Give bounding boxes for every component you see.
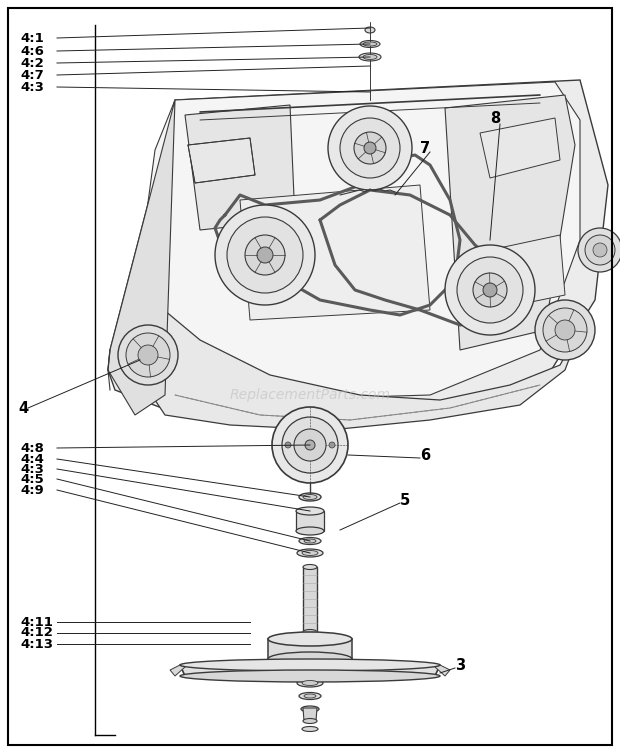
Polygon shape [185,105,295,230]
Circle shape [282,417,338,473]
Ellipse shape [363,54,377,59]
Circle shape [257,247,273,263]
Text: 4:3: 4:3 [20,81,44,93]
Circle shape [543,308,587,352]
Ellipse shape [299,493,321,501]
Text: 4:9: 4:9 [20,483,44,496]
Ellipse shape [303,630,317,635]
Circle shape [354,132,386,164]
Polygon shape [130,290,580,430]
Circle shape [457,257,523,323]
Text: 3: 3 [455,657,465,672]
Polygon shape [180,665,440,676]
Text: 4:13: 4:13 [20,638,53,651]
Text: 4:3: 4:3 [20,462,44,475]
Ellipse shape [299,693,321,700]
Circle shape [473,273,507,307]
Ellipse shape [365,27,375,33]
Circle shape [245,235,285,275]
Ellipse shape [359,53,381,61]
Ellipse shape [302,727,318,731]
Circle shape [285,442,291,448]
Ellipse shape [302,681,318,685]
Circle shape [483,283,497,297]
Circle shape [227,217,303,293]
Circle shape [555,320,575,340]
Ellipse shape [268,652,352,666]
Polygon shape [170,665,185,676]
Circle shape [294,429,326,461]
Text: 5: 5 [400,492,410,508]
Polygon shape [268,639,352,659]
Ellipse shape [301,706,319,712]
Text: 4:1: 4:1 [20,32,44,44]
Polygon shape [445,95,575,350]
Circle shape [126,333,170,377]
Circle shape [272,407,348,483]
Polygon shape [108,80,608,420]
Text: 4:4: 4:4 [20,453,44,465]
Circle shape [535,300,595,360]
Circle shape [215,205,315,305]
Polygon shape [303,708,317,721]
Circle shape [593,243,607,257]
Circle shape [364,142,376,154]
Circle shape [585,235,615,265]
Ellipse shape [303,565,317,569]
Polygon shape [240,185,430,320]
Circle shape [329,442,335,448]
Circle shape [340,118,400,178]
Ellipse shape [303,495,317,499]
Text: 8: 8 [490,111,500,126]
Ellipse shape [296,527,324,535]
Text: 4:8: 4:8 [20,441,44,455]
Ellipse shape [297,549,323,557]
Polygon shape [490,235,565,310]
Ellipse shape [360,41,380,47]
Text: 4: 4 [18,401,28,416]
Circle shape [578,228,620,272]
Ellipse shape [299,538,321,544]
Polygon shape [135,82,580,400]
Ellipse shape [180,659,440,671]
Polygon shape [435,665,450,676]
Circle shape [445,245,535,335]
Polygon shape [188,138,255,183]
Polygon shape [480,118,560,178]
Circle shape [138,345,158,365]
Ellipse shape [268,632,352,646]
Polygon shape [303,567,317,632]
Ellipse shape [304,694,316,698]
Circle shape [118,325,178,385]
Text: 4:12: 4:12 [20,626,53,639]
Ellipse shape [363,42,377,46]
Ellipse shape [303,718,317,724]
Circle shape [305,440,315,450]
Ellipse shape [180,670,440,682]
Text: 4:7: 4:7 [20,69,44,81]
Text: 6: 6 [420,447,430,462]
Text: 4:11: 4:11 [20,615,53,629]
Text: 4:6: 4:6 [20,44,44,57]
Ellipse shape [296,507,324,515]
Polygon shape [108,100,175,415]
Text: 4:2: 4:2 [20,56,44,69]
Ellipse shape [304,539,316,543]
Ellipse shape [297,679,323,687]
Text: 4:5: 4:5 [20,472,44,486]
Polygon shape [296,511,324,531]
Text: ReplacementParts.com: ReplacementParts.com [229,388,391,402]
Text: 7: 7 [420,141,430,156]
Ellipse shape [302,550,318,556]
Circle shape [328,106,412,190]
